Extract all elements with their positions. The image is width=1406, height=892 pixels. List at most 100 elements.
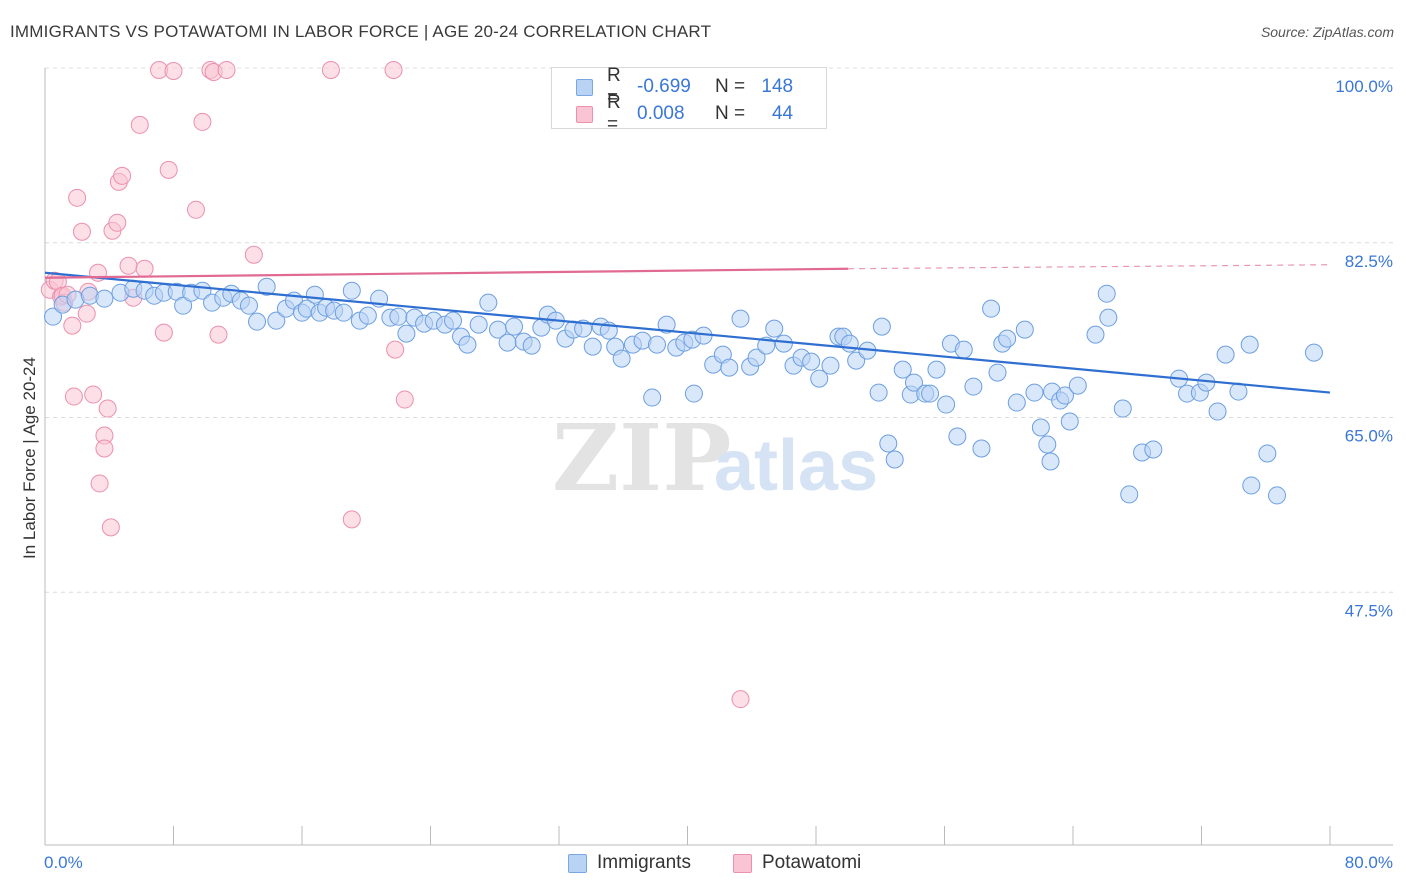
immigrants-point	[879, 434, 898, 453]
immigrants-point	[964, 377, 983, 396]
immigrants-point	[988, 363, 1007, 382]
watermark-atlas: atlas	[714, 426, 878, 506]
r-value: -0.699	[637, 76, 691, 97]
immigrants-point	[342, 281, 361, 300]
axes	[44, 68, 1393, 846]
potawatomi-point	[384, 60, 403, 79]
potawatomi-point	[193, 112, 212, 131]
immigrants-point	[1258, 444, 1277, 463]
r-label: R =	[607, 65, 621, 108]
immigrants-point	[720, 358, 739, 377]
immigrants-point	[469, 315, 488, 334]
potawatomi-point	[72, 222, 91, 241]
immigrants-point	[904, 373, 923, 392]
series-legend: Immigrants Potawatomi	[0, 852, 1406, 878]
potawatomi-point	[731, 690, 750, 709]
immigrants-point	[334, 303, 353, 322]
immigrants-point	[389, 307, 408, 326]
immigrants-point	[1267, 486, 1286, 505]
potawatomi-point	[159, 160, 178, 179]
immigrants-point	[1025, 383, 1044, 402]
immigrants-point	[1120, 485, 1139, 504]
potawatomi-point	[84, 385, 103, 404]
chart-title: IMMIGRANTS VS POTAWATOMI IN LABOR FORCE …	[10, 22, 712, 41]
immigrants-point	[1144, 440, 1163, 459]
r-label: R =	[607, 92, 621, 135]
immigrants-point	[847, 351, 866, 370]
immigrants-trend-line	[44, 271, 1331, 394]
immigrants-point	[802, 352, 821, 371]
correlation-legend: R = -0.699 N = 148 R = 0.008 N = 44	[551, 65, 827, 135]
potawatomi-point	[108, 213, 127, 232]
tick-labels: 47.5% 65.0% 82.5% 100.0% 0.0% 80.0%	[44, 77, 1393, 872]
immigrants-point	[921, 384, 940, 403]
potawatomi-points	[40, 60, 750, 709]
potawatomi-point	[119, 256, 138, 275]
immigrants-point	[248, 312, 267, 331]
potawatomi-point	[63, 316, 82, 335]
immigrants-point	[1242, 476, 1261, 495]
immigrants-point	[982, 299, 1001, 318]
potawatomi-point	[95, 439, 114, 458]
immigrants-point	[44, 307, 63, 326]
r-value: 0.008	[637, 103, 685, 124]
potawatomi-point	[386, 340, 405, 359]
immigrants-point	[479, 293, 498, 312]
n-label: N =	[715, 103, 746, 124]
n-value: 148	[761, 76, 794, 97]
y-tick-label: 100.0%	[1335, 77, 1393, 96]
immigrants-point	[747, 348, 766, 367]
immigrants-point	[657, 315, 676, 334]
pink-swatch	[733, 853, 752, 873]
immigrants-point	[1113, 399, 1132, 418]
immigrants-point	[1007, 393, 1026, 412]
watermark-zip: ZIP	[552, 404, 731, 512]
potawatomi-point	[90, 474, 109, 493]
immigrants-point	[1015, 320, 1034, 339]
legend-item-immigrants[interactable]: Immigrants	[568, 852, 691, 874]
immigrants-point	[1216, 345, 1235, 364]
potawatomi-point	[217, 60, 236, 79]
watermark: ZIP atlas	[552, 404, 878, 512]
immigrants-point	[869, 383, 888, 402]
immigrants-point	[1208, 402, 1227, 421]
immigrants-point	[397, 324, 416, 343]
immigrants-point	[731, 309, 750, 328]
potawatomi-point	[130, 115, 149, 134]
immigrants-point	[1041, 452, 1060, 471]
potawatomi-point	[77, 304, 96, 323]
n-label: N =	[715, 76, 746, 97]
potawatomi-point	[101, 518, 120, 537]
immigrants-point	[80, 286, 99, 305]
immigrants-points	[44, 277, 1323, 505]
pink-swatch	[576, 105, 593, 123]
potawatomi-trend-extension	[848, 264, 1331, 270]
immigrants-point	[267, 311, 286, 330]
immigrants-point	[998, 329, 1017, 348]
immigrants-point	[972, 439, 991, 458]
immigrants-point	[885, 450, 904, 469]
potawatomi-trend-line	[44, 267, 849, 279]
immigrants-point	[1099, 308, 1118, 327]
immigrants-point	[1068, 376, 1087, 395]
blue-swatch	[576, 78, 593, 96]
immigrants-point	[765, 319, 784, 338]
immigrants-point	[257, 277, 276, 296]
immigrants-point	[583, 337, 602, 356]
immigrants-point	[810, 369, 829, 388]
y-axis-label: In Labor Force | Age 20-24	[20, 357, 39, 559]
source-note: Source: ZipAtlas.com	[1260, 24, 1394, 40]
immigrants-point	[458, 335, 477, 354]
blue-swatch	[568, 853, 587, 873]
legend-row-potawatomi: R = 0.008 N = 44	[576, 92, 793, 135]
immigrants-point	[1097, 284, 1116, 303]
legend-item-potawatomi[interactable]: Potawatomi	[733, 852, 861, 874]
potawatomi-point	[164, 61, 183, 80]
potawatomi-point	[135, 259, 154, 278]
immigrants-point	[647, 335, 666, 354]
potawatomi-point	[113, 166, 132, 185]
immigrants-point	[774, 334, 793, 353]
legend-label-potawatomi: Potawatomi	[762, 852, 862, 873]
immigrants-point	[893, 360, 912, 379]
